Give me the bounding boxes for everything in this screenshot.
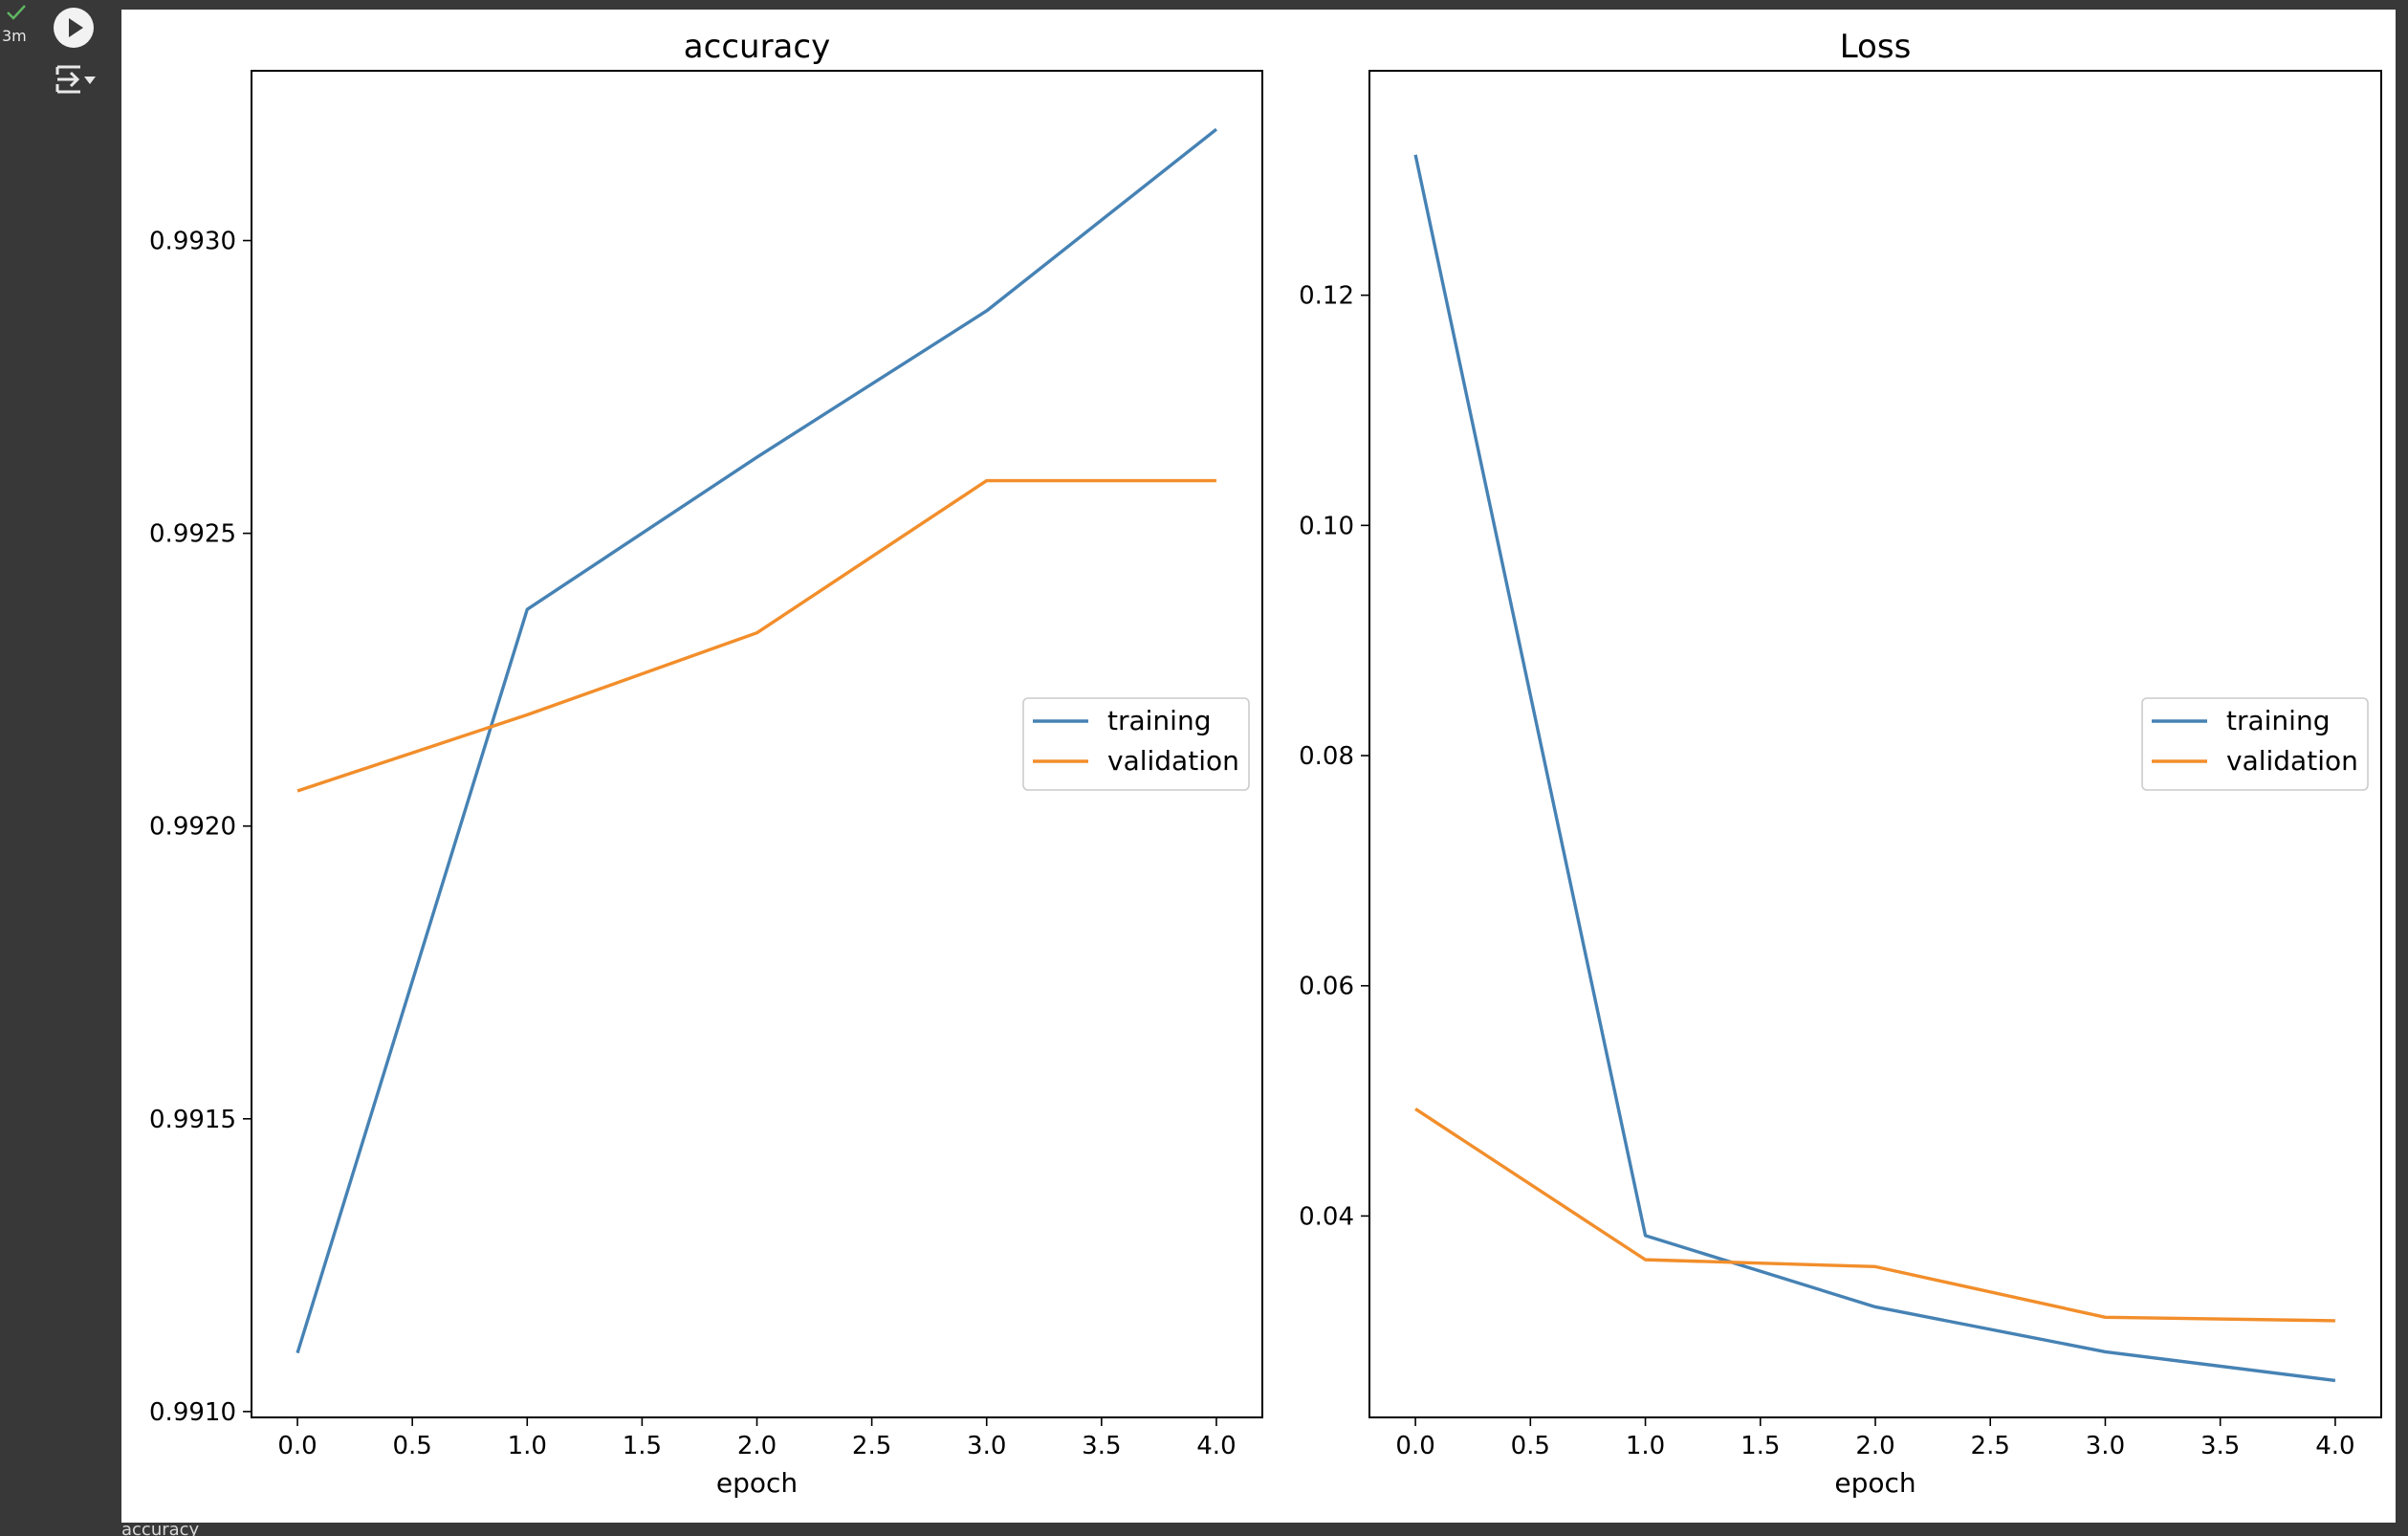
y-tick-label: 0.9910 — [149, 1398, 236, 1427]
x-tick-label: 2.0 — [737, 1432, 777, 1460]
y-tick-label: 0.10 — [1299, 512, 1354, 540]
y-tick-label: 0.08 — [1299, 742, 1354, 771]
figure: accuracy 0.0 0.5 1.0 1.5 2.0 2.5 3.0 3.5 4.0 epoch… — [149, 28, 2382, 1499]
y-tick-label: 0.06 — [1299, 973, 1354, 1001]
x-axis-label: epoch — [716, 1467, 798, 1499]
y-tick-label: 0.12 — [1299, 282, 1354, 311]
x-tick-label: 3.5 — [1082, 1432, 1121, 1460]
x-tick-label: 0.5 — [392, 1432, 431, 1460]
y-tick-label: 0.9925 — [149, 520, 236, 549]
legend-label-training: training — [1107, 705, 1211, 736]
execution-time: 3m — [2, 27, 27, 45]
x-tick-label: 2.5 — [852, 1432, 891, 1460]
output-toggle-button[interactable] — [54, 61, 99, 99]
x-tick-label: 2.0 — [1855, 1432, 1894, 1460]
y-tick-label: 0.9930 — [149, 228, 236, 256]
play-icon — [69, 18, 83, 37]
x-tick-label: 3.0 — [967, 1432, 1006, 1460]
y-tick-label: 0.9915 — [149, 1106, 236, 1134]
legend-label-training: training — [2226, 705, 2330, 736]
y-tick-label: 0.9920 — [149, 813, 236, 842]
accuracy-chart: accuracy 0.0 0.5 1.0 1.5 2.0 2.5 3.0 3.5 4.0 epoch… — [149, 28, 1263, 1499]
x-tick-label: 1.0 — [508, 1432, 547, 1460]
check-icon — [7, 5, 26, 20]
x-tick-label: 0.0 — [277, 1432, 317, 1460]
cell-gutter: 3m — [0, 0, 121, 1536]
x-tick-label: 0.0 — [1395, 1432, 1434, 1460]
x-tick-label: 1.5 — [623, 1432, 662, 1460]
output-toggle-icon — [55, 65, 96, 94]
next-output-label: accuracy — [121, 1525, 200, 1536]
cell-output: accuracy 0.0 0.5 1.0 1.5 2.0 2.5 3.0 3.5 4.0 epoch… — [121, 10, 2396, 1523]
legend-label-validation: validation — [2226, 745, 2358, 777]
x-tick-label: 3.0 — [2086, 1432, 2125, 1460]
x-tick-label: 1.5 — [1740, 1432, 1780, 1460]
x-tick-label: 0.5 — [1511, 1432, 1550, 1460]
y-tick-label: 0.04 — [1299, 1202, 1354, 1231]
legend-label-validation: validation — [1107, 745, 1239, 777]
x-tick-label: 4.0 — [1196, 1432, 1236, 1460]
legend: training validation — [1022, 697, 1250, 791]
legend: training validation — [2141, 697, 2369, 791]
loss-chart: Loss 0.0 0.5 1.0 1.5 2.0 2.5 3.0 3.5 4.0 epoch 0.04… — [1299, 28, 2382, 1499]
x-axis-label: epoch — [1834, 1467, 1915, 1499]
x-tick-label: 3.5 — [2200, 1432, 2240, 1460]
chart-title: Loss — [1840, 28, 1912, 66]
run-cell-button[interactable] — [54, 8, 94, 48]
x-tick-label: 1.0 — [1626, 1432, 1665, 1460]
chart-title: accuracy — [684, 28, 830, 66]
x-tick-label: 4.0 — [2315, 1432, 2354, 1460]
x-tick-label: 2.5 — [1971, 1432, 2010, 1460]
